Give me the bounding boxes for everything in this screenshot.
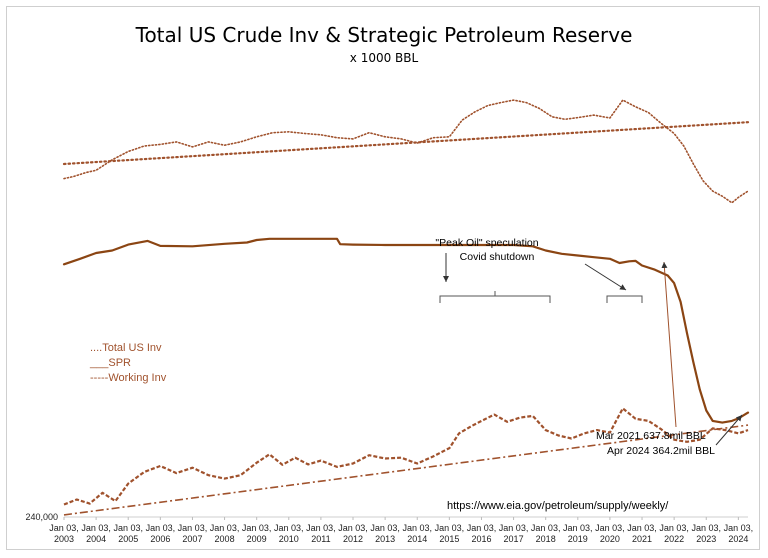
x-tick-label: Jan 03, [435,523,465,533]
x-tick-label: Jan 03, [724,523,754,533]
x-tick-label: Jan 03, [563,523,593,533]
spr-2024-arrow [715,414,743,446]
chart-frame [6,6,760,550]
x-tick-year: 2010 [279,534,299,544]
legend-total-us-inv: ....Total US Inv [90,342,162,354]
x-tick-label: Jan 03, [306,523,336,533]
series-group [62,99,750,516]
x-tick-label: Jan 03, [402,523,432,533]
x-tick-label: Jan 03, [210,523,240,533]
x-tick-year: 2022 [664,534,684,544]
x-tick-year: 2021 [632,534,652,544]
covid-annotation: Covid shutdown [460,251,535,263]
x-tick-year: 2007 [182,534,202,544]
x-tick-year: 2013 [375,534,395,544]
x-tick-year: 2015 [439,534,459,544]
x-tick-year: 2019 [568,534,588,544]
x-tick-label: Jan 03, [370,523,400,533]
peak-oil-bracket [439,291,551,303]
chart-subtitle: x 1000 BBL [350,51,419,65]
legend-working-inv: -----Working Inv [90,372,167,384]
x-tick-year: 2014 [407,534,427,544]
chart-title: Total US Crude Inv & Strategic Petroleum… [135,23,633,47]
x-tick-year: 2016 [471,534,491,544]
legend-total-label: Total US Inv [102,342,162,354]
x-tick-label: Jan 03, [242,523,272,533]
series-working-inv-trend [63,424,749,516]
source-url: https://www.eia.gov/petroleum/supply/wee… [447,500,669,512]
x-tick-label: Jan 03, [338,523,368,533]
x-tick-label: Jan 03, [659,523,689,533]
x-tick-label: Jan 03, [691,523,721,533]
x-tick-year: 2020 [600,534,620,544]
x-tick-label: Jan 03, [81,523,111,533]
legend-spr-marker: ___ [89,357,109,369]
legend-working-label: Working Inv [108,372,166,384]
x-tick-label: Jan 03, [49,523,79,533]
spr-2024-annotation: Apr 2024 364.2mil BBL [607,445,715,457]
x-tick-label: Jan 03, [113,523,143,533]
x-tick-year: 2023 [696,534,716,544]
series-total-us-inv-trend [62,121,750,166]
x-tick-year: 2005 [118,534,138,544]
spr-2021-arrow [661,261,677,428]
series-working-inv [63,407,749,506]
series-total-us-inv [63,99,749,204]
x-tick-label: Jan 03, [627,523,657,533]
x-tick-label: Jan 03, [467,523,497,533]
x-tick-year: 2012 [343,534,363,544]
legend-total-marker: .... [90,342,102,354]
legend-spr: ___SPR [89,357,131,369]
x-tick-year: 2024 [728,534,748,544]
x-tick-label: Jan 03, [531,523,561,533]
legend-spr-label: SPR [108,357,131,369]
x-tick-label: Jan 03, [274,523,304,533]
x-tick-year: 2017 [504,534,524,544]
y-axis-bottom-label: 240,000 [25,512,58,522]
x-tick-year: 2008 [215,534,235,544]
x-tick-label: Jan 03, [499,523,529,533]
x-tick-year: 2004 [86,534,106,544]
x-tick-year: 2018 [536,534,556,544]
x-tick-year: 2011 [311,534,330,544]
series-spr [62,237,750,424]
legend: ....Total US Inv ___SPR -----Working Inv [89,342,167,384]
covid-bracket [606,295,643,303]
spr-2021-annotation: Mar 2021 637.8mil BBL [596,430,706,442]
x-tick-label: Jan 03, [146,523,176,533]
peak-oil-annotation: "Peak Oil" speculation [435,237,538,249]
x-tick-year: 2003 [54,534,74,544]
covid-arrow [584,263,627,291]
x-tick-label: Jan 03, [595,523,625,533]
x-tick-label: Jan 03, [178,523,208,533]
x-tick-year: 2009 [247,534,267,544]
x-tick-year: 2006 [150,534,170,544]
legend-working-marker: ----- [90,372,109,384]
